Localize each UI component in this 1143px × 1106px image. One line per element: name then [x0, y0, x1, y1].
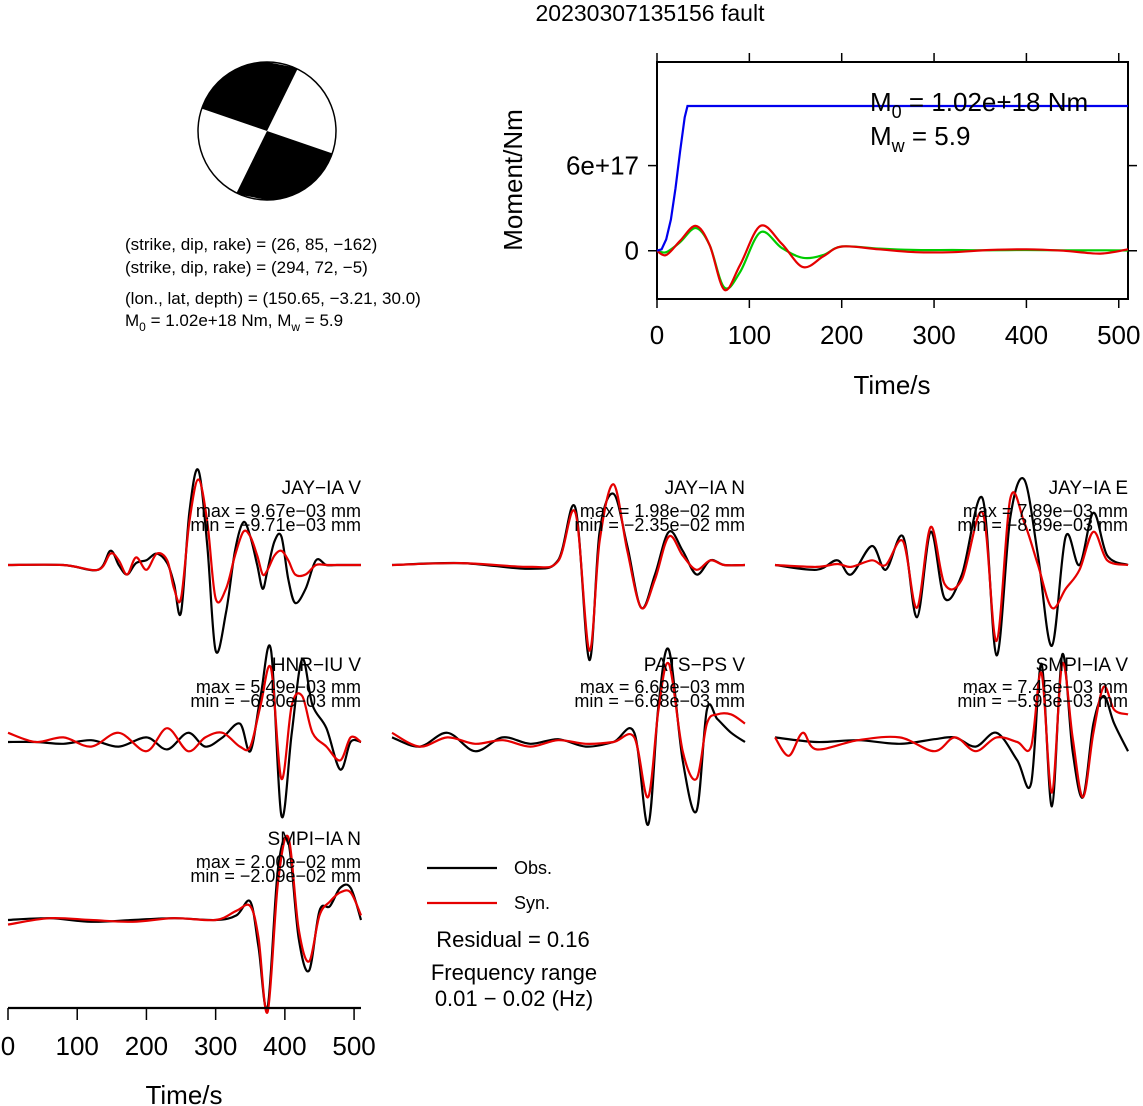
waveform-xlabel: Time/s — [145, 1080, 222, 1106]
synthetic-trace — [774, 491, 1129, 643]
moment-xlabel: Time/s — [853, 370, 930, 400]
moment-xtick-label: 100 — [728, 320, 771, 350]
waveform-xtick-label: 300 — [194, 1031, 237, 1061]
synthetic-trace — [774, 661, 1129, 799]
station-min: min = −6.68e−03 mm — [574, 691, 745, 711]
beachball — [197, 61, 337, 201]
station-max: max = 9.67e−03 mm — [196, 501, 361, 521]
moment-series-cumulative-moment — [656, 104, 1128, 252]
moment-series-moment-rate — [656, 226, 1129, 290]
station-max: max = 1.98e−02 mm — [580, 501, 745, 521]
station-min: min = −9.71e−03 mm — [190, 515, 361, 535]
station-max: max = 6.69e−03 mm — [580, 677, 745, 697]
station-label: PATS−PS V — [644, 655, 746, 676]
residual-text: Residual = 0.16 — [436, 927, 590, 952]
station-max: max = 5.49e−03 mm — [196, 677, 361, 697]
waveform-xtick-label: 500 — [332, 1031, 375, 1061]
observed-trace — [774, 477, 1129, 657]
station-max: max = 7.89e−03 mm — [963, 501, 1128, 521]
figure-title: 20230307135156 fault — [536, 0, 766, 26]
station-max: max = 7.45e−03 mm — [963, 677, 1128, 697]
legend-obs-label: Obs. — [514, 858, 552, 878]
station-label: SMPI−IA N — [268, 829, 361, 850]
moment-summary-text: M0 = 1.02e+18 Nm, Mw = 5.9 — [125, 311, 343, 334]
moment-ytick-label: 6e+17 — [566, 151, 639, 181]
observed-trace — [7, 644, 362, 819]
moment-box-m0: M0 = 1.02e+18 Nm — [870, 87, 1088, 122]
legend: Obs. Syn. — [427, 858, 552, 913]
plane-2-text: (strike, dip, rake) = (294, 72, −5) — [125, 258, 368, 277]
station-min: min = −2.35e−02 mm — [574, 515, 745, 535]
waveform-xtick-label: 200 — [125, 1031, 168, 1061]
station-max: max = 2.00e−02 mm — [196, 852, 361, 872]
moment-series-moment-rate-synthetic — [656, 224, 1129, 292]
moment-ylabel: Moment/Nm — [498, 109, 528, 251]
synthetic-trace — [391, 483, 746, 652]
moment-xtick-label: 400 — [1005, 320, 1048, 350]
station-label: HNR−IU V — [272, 655, 362, 676]
station-min: min = −2.09e−02 mm — [190, 866, 361, 886]
legend-syn-label: Syn. — [514, 893, 550, 913]
waveform-xtick-label: 400 — [263, 1031, 306, 1061]
plane-1-text: (strike, dip, rake) = (26, 85, −162) — [125, 235, 377, 254]
moment-box-mw: Mw = 5.9 — [870, 121, 970, 156]
waveform-xtick-label: 100 — [56, 1031, 99, 1061]
synthetic-trace — [7, 478, 361, 604]
moment-xtick-label: 300 — [912, 320, 955, 350]
moment-ytick-label: 0 — [625, 236, 639, 266]
waveform-time-axis: 0 100 200 300 400 500 — [1, 1006, 376, 1061]
moment-series-group — [656, 104, 1129, 292]
frequency-range: 0.01 − 0.02 (Hz) — [435, 986, 593, 1011]
synthetic-trace — [7, 664, 362, 780]
waveform-xtick-label: 0 — [1, 1031, 15, 1061]
station-label: SMPI−IA V — [1036, 655, 1129, 676]
station-label: JAY−IA V — [282, 478, 362, 499]
beachball-outline — [197, 61, 337, 201]
station-min: min = −6.80e−03 mm — [190, 691, 361, 711]
synthetic-trace — [391, 661, 746, 799]
observed-trace — [391, 647, 746, 826]
station-min: min = −5.93e−03 mm — [957, 691, 1128, 711]
station-label: JAY−IA E — [1049, 478, 1128, 499]
moment-axes: 0 100 200 300 400 500 0 6e+17 — [566, 53, 1140, 350]
moment-xtick-label: 200 — [820, 320, 863, 350]
location-text: (lon., lat, depth) = (150.65, −3.21, 30.… — [125, 289, 421, 308]
moment-plot-frame — [656, 61, 1129, 300]
moment-xtick-label: 500 — [1097, 320, 1140, 350]
moment-xtick-label: 0 — [650, 320, 664, 350]
station-label: JAY−IA N — [665, 478, 745, 499]
frequency-label: Frequency range — [431, 960, 597, 985]
station-min: min = −8.89e−03 mm — [957, 515, 1128, 535]
source-info: (strike, dip, rake) = (26, 85, −162) (st… — [125, 235, 421, 334]
